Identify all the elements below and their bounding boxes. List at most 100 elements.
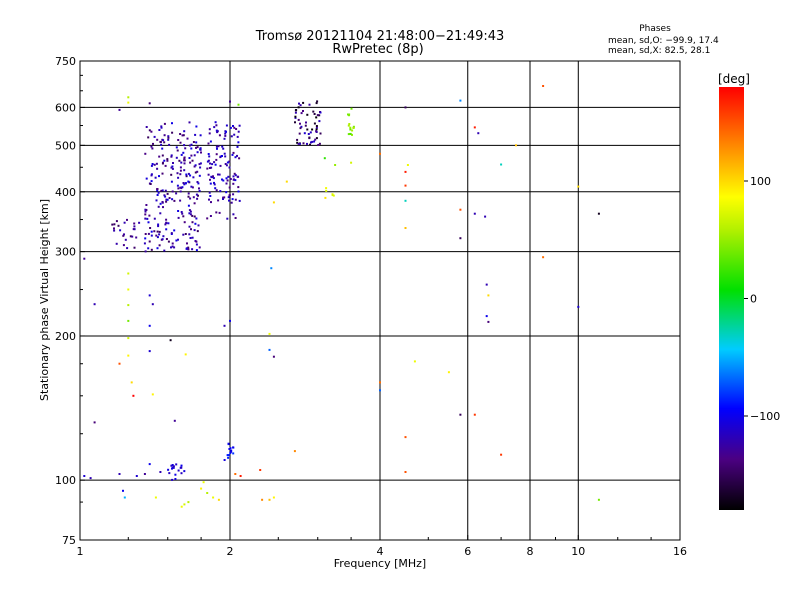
data-point <box>485 283 488 286</box>
data-point <box>168 143 171 146</box>
data-point <box>187 192 190 195</box>
data-point <box>231 198 234 201</box>
data-point <box>170 155 173 158</box>
data-point <box>161 162 164 165</box>
data-point <box>156 247 159 250</box>
data-point <box>182 151 185 154</box>
data-point <box>222 147 225 150</box>
data-point <box>165 228 168 231</box>
data-point <box>318 120 321 123</box>
data-point <box>159 140 162 143</box>
data-point <box>171 245 174 248</box>
data-point <box>180 464 183 467</box>
data-point <box>183 156 186 159</box>
data-point <box>318 114 321 117</box>
data-point <box>232 175 235 178</box>
data-point <box>308 137 311 140</box>
data-point <box>207 159 210 162</box>
data-point <box>151 393 154 396</box>
data-point <box>144 237 147 240</box>
data-point <box>307 133 310 135</box>
grid-lines <box>80 61 680 540</box>
data-point <box>158 244 161 247</box>
data-point <box>123 233 125 236</box>
colorbar-tick-label: −100 <box>750 410 780 423</box>
colorbar <box>719 87 744 510</box>
data-point <box>171 198 174 201</box>
y-tick-label: 300 <box>55 246 76 259</box>
data-point <box>145 204 148 206</box>
data-point <box>113 229 116 232</box>
data-point <box>234 156 237 159</box>
data-point <box>180 211 183 213</box>
data-point <box>147 221 150 224</box>
data-point <box>177 176 180 179</box>
data-point <box>180 505 183 508</box>
data-point <box>200 151 202 154</box>
data-point <box>232 178 235 181</box>
data-point <box>217 173 219 176</box>
data-point <box>404 170 407 173</box>
data-point <box>147 247 150 250</box>
data-point <box>226 217 229 220</box>
data-point <box>237 175 240 178</box>
data-point <box>297 106 300 109</box>
data-point <box>170 232 173 235</box>
data-point <box>239 475 242 477</box>
stats-heading: Phases <box>639 24 671 34</box>
data-point <box>187 195 190 198</box>
data-point <box>156 138 159 141</box>
data-point <box>237 141 240 144</box>
data-point <box>542 85 545 87</box>
data-point <box>163 159 166 162</box>
data-point <box>154 176 157 179</box>
data-point <box>232 182 235 185</box>
data-point <box>163 249 166 252</box>
y-tick-label: 400 <box>55 186 76 199</box>
data-point <box>236 135 239 138</box>
data-point <box>404 227 407 229</box>
data-point <box>182 233 185 236</box>
data-point <box>188 212 191 215</box>
data-point <box>189 174 192 177</box>
data-point <box>165 238 168 240</box>
data-point <box>318 142 321 145</box>
data-point <box>187 180 190 183</box>
data-point <box>196 197 199 200</box>
data-point <box>164 223 167 226</box>
data-point <box>230 201 233 204</box>
data-point <box>177 187 180 190</box>
data-point <box>319 132 322 135</box>
data-point <box>459 237 462 240</box>
data-point <box>487 294 490 297</box>
data-point <box>597 212 600 215</box>
data-point <box>171 242 174 245</box>
data-point <box>229 447 232 450</box>
data-point <box>225 130 227 133</box>
data-point <box>379 381 381 384</box>
data-point <box>183 169 186 172</box>
data-point <box>216 147 218 150</box>
data-point <box>177 139 180 141</box>
data-point <box>351 133 353 136</box>
data-point <box>208 198 210 201</box>
data-point <box>413 360 416 363</box>
data-point <box>234 217 237 219</box>
data-point <box>167 138 170 141</box>
data-point <box>212 175 214 178</box>
data-point <box>379 152 381 155</box>
data-point <box>157 225 160 228</box>
data-point <box>215 124 218 127</box>
data-point <box>268 332 271 335</box>
data-point <box>334 164 337 166</box>
data-point <box>167 136 170 139</box>
data-point <box>170 166 173 169</box>
data-point <box>315 128 318 131</box>
data-point <box>306 142 308 145</box>
data-point <box>309 143 311 146</box>
data-point <box>169 339 172 342</box>
data-point <box>350 107 353 110</box>
data-point <box>184 182 187 185</box>
data-point <box>155 234 158 237</box>
data-point <box>173 246 176 249</box>
